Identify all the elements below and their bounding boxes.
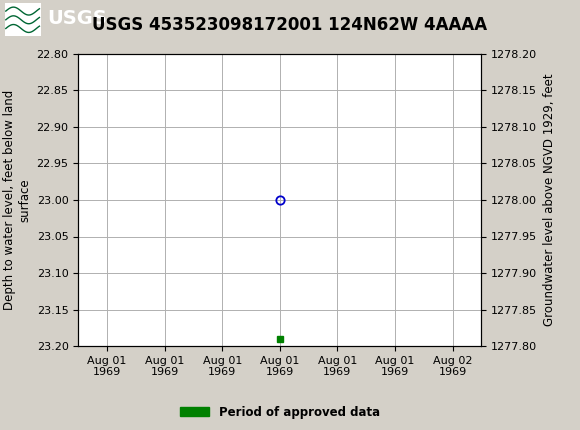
- Text: USGS 453523098172001 124N62W 4AAAA: USGS 453523098172001 124N62W 4AAAA: [92, 16, 488, 34]
- Y-axis label: Depth to water level, feet below land
surface: Depth to water level, feet below land su…: [3, 90, 31, 310]
- Y-axis label: Groundwater level above NGVD 1929, feet: Groundwater level above NGVD 1929, feet: [543, 74, 556, 326]
- Bar: [5, 3, 41, 37]
- Text: USGS: USGS: [48, 9, 107, 28]
- Legend: Period of approved data: Period of approved data: [175, 401, 385, 424]
